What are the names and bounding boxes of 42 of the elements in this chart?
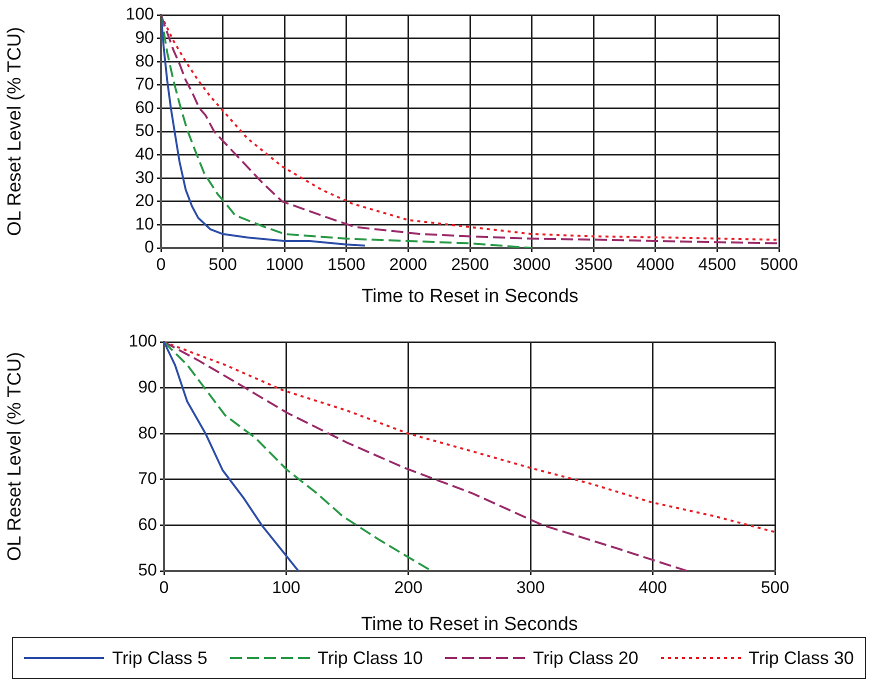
y-tick-label: 80 xyxy=(138,423,157,442)
y-tick-label: 90 xyxy=(138,377,157,396)
y-tick-label: 90 xyxy=(135,28,154,47)
y-tick-label: 100 xyxy=(128,332,157,351)
y-axis-title: OL Reset Level (% TCU) xyxy=(4,352,26,562)
legend-label: Trip Class 20 xyxy=(533,648,638,668)
y-tick-label: 60 xyxy=(135,98,154,117)
legend-label: Trip Class 30 xyxy=(748,648,854,668)
x-tick-label: 400 xyxy=(638,578,667,597)
y-tick-label: 60 xyxy=(138,514,157,534)
x-tick-label: 3000 xyxy=(512,254,551,274)
x-tick-label: 4000 xyxy=(636,254,674,274)
y-tick-label: 40 xyxy=(135,144,154,164)
x-tick-label: 1000 xyxy=(266,254,304,274)
legend-label: Trip Class 5 xyxy=(112,648,208,668)
y-tick-label: 30 xyxy=(135,168,154,187)
x-tick-label: 1500 xyxy=(327,254,366,274)
y-axis-title: OL Reset Level (% TCU) xyxy=(4,26,26,236)
x-tick-label: 300 xyxy=(516,578,545,597)
x-axis-title: Time to Reset in Seconds xyxy=(361,614,578,635)
x-tick-label: 0 xyxy=(159,578,169,597)
y-tick-label: 0 xyxy=(144,238,154,257)
x-tick-label: 100 xyxy=(272,578,300,597)
x-tick-label: 500 xyxy=(760,578,790,597)
x-tick-label: 2000 xyxy=(389,254,428,274)
x-tick-label: 2500 xyxy=(451,254,489,274)
y-tick-label: 70 xyxy=(135,74,154,94)
y-tick-label: 20 xyxy=(135,191,154,210)
y-tick-label: 50 xyxy=(138,560,157,580)
y-tick-label: 50 xyxy=(135,121,154,140)
x-tick-label: 4500 xyxy=(698,254,736,274)
y-tick-label: 70 xyxy=(138,469,157,488)
y-tick-label: 100 xyxy=(126,4,154,24)
x-axis-title: Time to Reset in Seconds xyxy=(362,286,578,307)
x-tick-label: 200 xyxy=(394,578,423,597)
x-tick-label: 5000 xyxy=(760,254,798,274)
y-tick-label: 80 xyxy=(135,51,154,70)
legend-label: Trip Class 10 xyxy=(318,648,423,668)
x-tick-label: 500 xyxy=(208,254,237,274)
x-tick-label: 3500 xyxy=(574,254,613,274)
y-tick-label: 10 xyxy=(135,214,154,234)
line-series xyxy=(164,342,688,571)
